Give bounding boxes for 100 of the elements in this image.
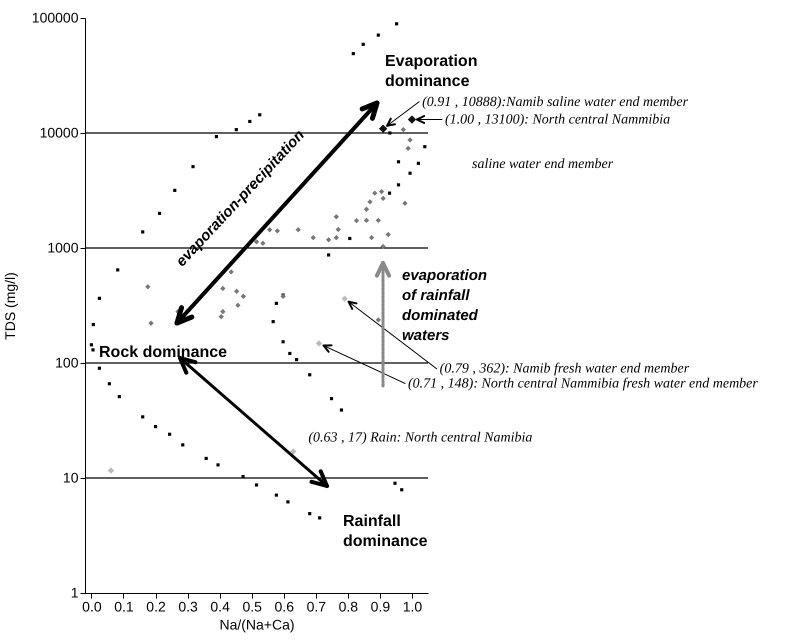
- point: [145, 284, 150, 290]
- point: [318, 516, 322, 520]
- point: [407, 137, 413, 143]
- point: [378, 124, 388, 133]
- x-tick-label: 0.4: [210, 598, 230, 614]
- point: [367, 199, 373, 204]
- point: [352, 52, 355, 56]
- point: [98, 366, 102, 370]
- point: [378, 189, 384, 194]
- point: [272, 320, 275, 324]
- annotation: (0.79 , 362): Namib fresh water end member: [440, 362, 690, 377]
- point: [376, 34, 380, 37]
- point: [258, 113, 262, 116]
- x-tick-label: 0.8: [338, 598, 358, 614]
- point: [362, 42, 365, 46]
- point: [141, 230, 144, 234]
- x-tick-label: 0.5: [242, 598, 262, 614]
- x-tick-label: 0.6: [274, 598, 294, 614]
- annotation: Evaporation dominance: [385, 53, 478, 90]
- point: [240, 294, 246, 299]
- point: [327, 253, 330, 257]
- point: [108, 467, 114, 474]
- point: [286, 500, 290, 504]
- point: [274, 494, 278, 497]
- point: [118, 395, 121, 398]
- x-tick-label: 0.0: [82, 598, 102, 614]
- point: [220, 308, 226, 314]
- point: [354, 218, 360, 224]
- point: [400, 488, 404, 492]
- point: [216, 463, 220, 466]
- x-tick-label: 0.2: [146, 598, 166, 614]
- point: [364, 206, 370, 212]
- annotation: Rock dominance: [99, 344, 228, 361]
- point: [116, 268, 120, 272]
- x-tick-label: 0.9: [370, 598, 390, 614]
- point: [396, 183, 400, 186]
- y-tick-label: 100000: [32, 10, 79, 26]
- x-axis-title: Na/(Na+Ca): [219, 616, 295, 632]
- point: [168, 432, 172, 436]
- annotation: (0.91 , 10888):Namib saline water end member: [422, 94, 689, 110]
- point: [274, 302, 278, 305]
- point: [408, 172, 412, 175]
- point: [220, 286, 226, 292]
- point: [341, 296, 348, 302]
- point: [388, 192, 392, 195]
- y-tick-label: 10000: [40, 124, 79, 140]
- point: [348, 236, 352, 240]
- point: [91, 348, 95, 352]
- point: [380, 244, 386, 250]
- x-tick-label: 1.0: [402, 598, 422, 614]
- point: [141, 415, 144, 418]
- point: [368, 235, 374, 240]
- point: [334, 214, 339, 220]
- point: [290, 448, 297, 455]
- point: [372, 190, 378, 196]
- point: [90, 343, 93, 346]
- point: [423, 145, 426, 148]
- y-tick-label: 100: [55, 354, 79, 370]
- point: [204, 456, 208, 460]
- point: [98, 296, 102, 300]
- point: [173, 188, 176, 192]
- annotation: (1.00 , 13100): North central Nammibia: [444, 112, 670, 128]
- point: [108, 382, 111, 386]
- point: [408, 115, 416, 124]
- point: [364, 218, 370, 223]
- point: [340, 408, 344, 412]
- point: [334, 235, 339, 240]
- point: [405, 146, 411, 152]
- point: [396, 160, 400, 164]
- x-tick-label: 0.1: [114, 598, 134, 614]
- annotation: (0.63 , 17) Rain: North central Namibia: [308, 430, 532, 446]
- point: [148, 320, 154, 326]
- point: [376, 218, 381, 223]
- point: [400, 126, 406, 132]
- text: saline water end member: [472, 157, 614, 172]
- x-tick-label: 0.7: [306, 598, 326, 614]
- point: [316, 340, 322, 347]
- point: [154, 424, 158, 428]
- x-tick-label: 0.3: [178, 598, 198, 614]
- point: [376, 317, 381, 323]
- point: [288, 352, 292, 356]
- point: [248, 120, 252, 124]
- point: [393, 482, 397, 485]
- y-tick-label: 1000: [47, 240, 79, 256]
- point: [218, 314, 224, 320]
- point: [234, 288, 240, 294]
- point: [92, 322, 95, 326]
- annotation: Rainfall dominance: [343, 513, 428, 550]
- point: [308, 373, 312, 376]
- point: [416, 162, 420, 165]
- point: [310, 235, 316, 240]
- point: [326, 237, 332, 242]
- point: [158, 212, 162, 215]
- y-tick-label: 10: [62, 470, 79, 486]
- point: [330, 397, 334, 400]
- point: [254, 483, 258, 487]
- point: [282, 340, 285, 344]
- point: [235, 302, 241, 308]
- point: [181, 443, 184, 446]
- point: [228, 269, 234, 275]
